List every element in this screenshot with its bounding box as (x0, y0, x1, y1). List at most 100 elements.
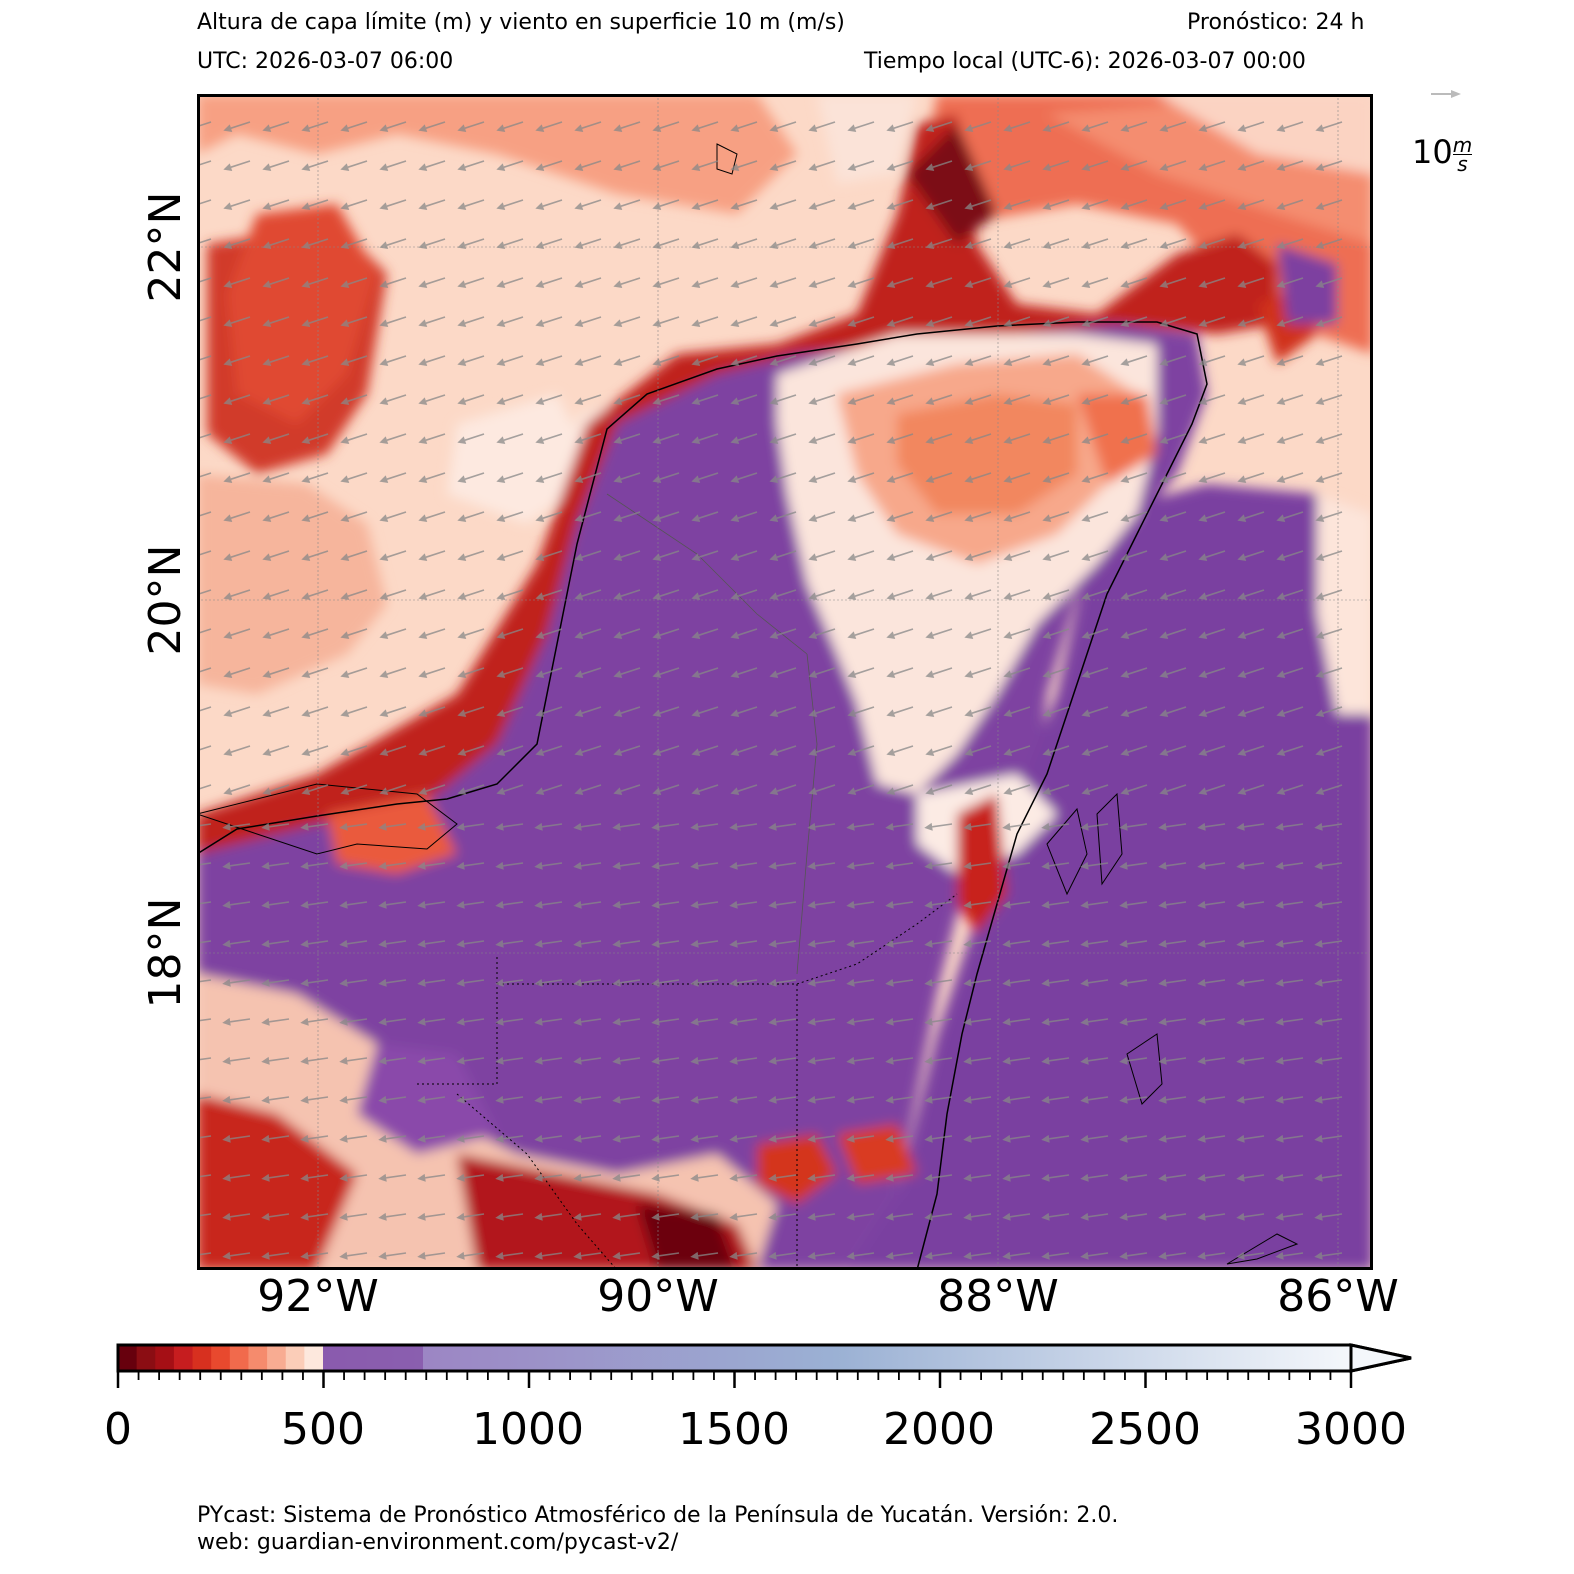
wind-arrow (1276, 121, 1304, 132)
wind-arrow (807, 861, 836, 870)
island-cozumel (1046, 807, 1088, 896)
wind-arrow (807, 978, 836, 987)
wind-arrow (223, 784, 251, 795)
wind-arrow (924, 1056, 953, 1065)
wind-arrow (222, 900, 251, 909)
wind-arrow (1276, 160, 1304, 171)
wind-arrow (846, 1095, 875, 1104)
wind-arrow (300, 861, 329, 870)
wind-arrow (496, 433, 524, 444)
wind-arrow (197, 160, 212, 168)
wind-arrow (1314, 939, 1343, 948)
wind-arrow (574, 667, 602, 678)
wind-arrow (496, 472, 524, 483)
wind-arrow (1002, 822, 1031, 831)
wind-arrow (300, 978, 329, 987)
wind-arrow (652, 394, 680, 405)
wind-arrow (925, 199, 953, 210)
wind-arrow (1198, 784, 1226, 795)
wind-arrow (379, 355, 407, 366)
wind-arrow (1276, 745, 1304, 756)
wind-arrow (1198, 277, 1226, 288)
wind-arrow (1081, 784, 1109, 795)
wind-arrow (1119, 1251, 1148, 1260)
wind-arrow (1158, 1017, 1187, 1026)
wind-arrow (1003, 433, 1031, 444)
wind-arrow (340, 472, 368, 483)
wind-arrow (1276, 277, 1304, 288)
wind-arrow (1236, 900, 1265, 909)
wind-arrow (652, 472, 680, 483)
wind-arrow (651, 861, 680, 870)
wind-arrow (1236, 1095, 1265, 1104)
wind-arrow (418, 121, 446, 132)
wind-arrow (612, 1173, 641, 1182)
wind-arrow (1120, 472, 1148, 483)
wind-arrow (963, 900, 992, 909)
wind-arrow (1119, 822, 1148, 831)
wind-arrow (847, 160, 875, 171)
wind-arrow (574, 160, 602, 171)
wind-arrow (1119, 939, 1148, 948)
wind-arrow (846, 900, 875, 909)
wind-arrow (1119, 978, 1148, 987)
wind-arrow (534, 1212, 563, 1221)
wind-arrow (652, 511, 680, 522)
wind-arrow (574, 511, 602, 522)
wind-arrow (885, 822, 914, 831)
wind-arrow (847, 277, 875, 288)
wind-arrow (457, 667, 485, 678)
wind-arrow (339, 861, 368, 870)
wind-arrow (197, 667, 212, 675)
wind-arrow (612, 1212, 641, 1221)
wind-arrow (730, 160, 758, 171)
wind-arrow (339, 978, 368, 987)
wind-arrow (691, 433, 719, 444)
wind-arrow (807, 1251, 836, 1260)
wind-arrow (261, 1212, 290, 1221)
wind-arrow (847, 550, 875, 561)
wind-arrow (807, 1212, 836, 1221)
wind-arrow (340, 121, 368, 132)
wind-arrow (301, 394, 329, 405)
wind-arrow (1197, 1212, 1226, 1221)
wind-arrow (418, 784, 446, 795)
wind-arrow (1198, 355, 1226, 366)
wind-arrow (197, 316, 212, 324)
wind-arrow (886, 550, 914, 561)
wind-arrow (807, 939, 836, 948)
wind-arrow (535, 394, 563, 405)
wind-arrow (807, 900, 836, 909)
wind-arrow (652, 667, 680, 678)
wind-arrow (222, 1173, 251, 1182)
wind-arrow (1119, 1017, 1148, 1026)
wind-arrow (651, 939, 680, 948)
wind-arrow (496, 355, 524, 366)
wind-arrow (223, 355, 251, 366)
wind-arrow (223, 433, 251, 444)
wind-arrow (769, 706, 797, 717)
wind-arrow (1314, 1095, 1343, 1104)
wind-arrow (691, 472, 719, 483)
wind-arrow (924, 1251, 953, 1260)
wind-arrow (301, 355, 329, 366)
wind-arrow (457, 628, 485, 639)
wind-arrow (197, 1135, 212, 1140)
wind-arrow (1276, 550, 1304, 561)
wind-arrow (729, 822, 758, 831)
wind-arrow (730, 316, 758, 327)
wind-arrow (379, 394, 407, 405)
wind-arrow (1237, 433, 1265, 444)
wind-arrow (456, 978, 485, 987)
wind-arrow (886, 277, 914, 288)
wind-arrow (1314, 900, 1343, 909)
wind-arrow (197, 1213, 212, 1218)
quiver-key-arrow (1431, 90, 1461, 98)
wind-arrow (730, 628, 758, 639)
wind-arrow (1080, 1251, 1109, 1260)
wind-arrow (1314, 1212, 1343, 1221)
wind-arrow (613, 199, 641, 210)
wind-arrow (262, 550, 290, 561)
wind-arrow (262, 706, 290, 717)
wind-arrow (495, 1212, 524, 1221)
